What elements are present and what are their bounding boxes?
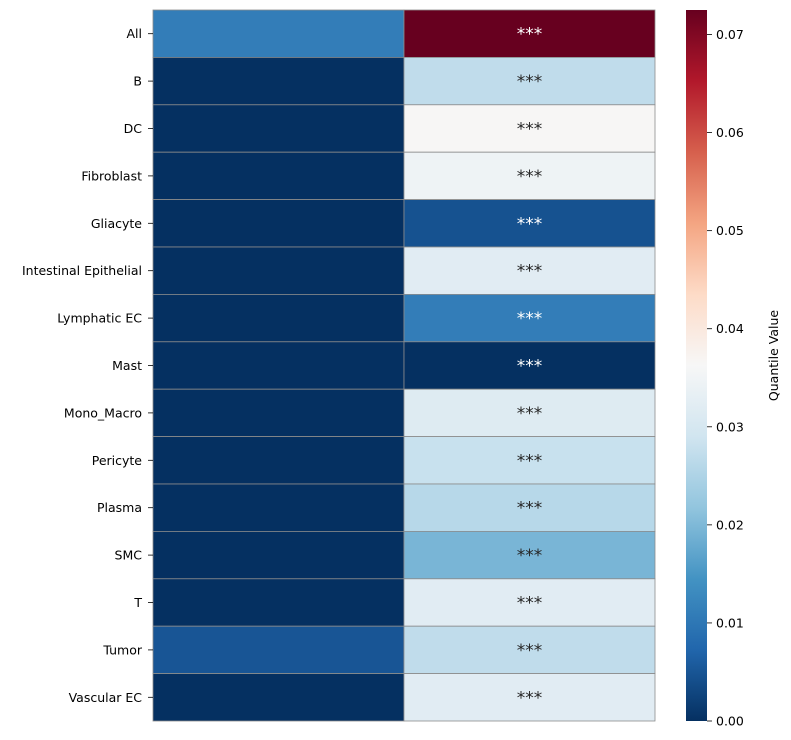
cell-annotations: *** *** *** *** *** *** *** *** *** *** *** *** *** *… <box>517 25 543 709</box>
heatmap-cell <box>152 531 405 580</box>
heatmap-cell <box>152 436 405 485</box>
y-tick-label: SMC <box>115 548 143 563</box>
colorbar-gradient <box>686 10 707 721</box>
colorbar-tick-label: 0.01 <box>716 615 744 630</box>
heatmap-cell <box>152 9 405 58</box>
colorbar-tick-label: 0.07 <box>716 27 744 42</box>
heatmap-cell <box>152 625 405 675</box>
heatmap-cell <box>403 199 656 248</box>
cell-annotation: *** <box>517 167 543 187</box>
heatmap-cell <box>403 104 656 153</box>
cell-annotation: *** <box>517 309 543 329</box>
y-tick-label: Fibroblast <box>81 168 142 183</box>
colorbar-tick-label: 0.04 <box>716 321 744 336</box>
colorbar-label: Quantile Value <box>766 310 781 401</box>
y-tick-label: DC <box>124 121 143 136</box>
cell-annotation: *** <box>517 641 543 661</box>
heatmap-cells <box>152 9 656 722</box>
colorbar-tick-label: 0.05 <box>716 223 744 238</box>
cell-annotation: *** <box>517 594 543 614</box>
heatmap-cell <box>403 9 656 58</box>
heatmap-cell <box>403 578 656 627</box>
cell-annotation: *** <box>517 262 543 282</box>
y-tick-label: Pericyte <box>92 453 143 468</box>
colorbar-ticks: 0.00 0.01 0.02 0.03 0.04 0.05 0.06 0.07 <box>707 27 744 729</box>
heatmap-cell <box>152 673 405 722</box>
heatmap-cell <box>152 341 405 390</box>
heatmap-cell <box>152 246 405 295</box>
y-tick-label: All <box>127 26 143 41</box>
heatmap-cell <box>403 531 656 580</box>
colorbar-tick-label: 0.00 <box>716 714 744 729</box>
y-axis: All B DC Fibroblast Gliacyte Intestinal Epith… <box>22 26 153 705</box>
cell-annotation: *** <box>517 404 543 424</box>
heatmap-cell <box>152 199 405 248</box>
cell-annotation: *** <box>517 214 543 234</box>
heatmap-cell <box>152 388 405 438</box>
cell-annotation: *** <box>517 451 543 471</box>
heatmap-cell <box>152 578 405 627</box>
cell-annotation: *** <box>517 357 543 377</box>
y-tick-label: Tumor <box>102 642 142 657</box>
heatmap-cell <box>152 293 405 343</box>
heatmap-cell <box>403 625 656 675</box>
y-tick-label: Intestinal Epithelial <box>22 263 142 278</box>
heatmap-cell <box>403 246 656 295</box>
heatmap-cell <box>403 483 656 532</box>
y-tick-label: T <box>133 595 142 610</box>
colorbar-tick-label: 0.06 <box>716 125 744 140</box>
cell-annotation: *** <box>517 72 543 92</box>
heatmap-cell <box>403 57 656 106</box>
heatmap-cell <box>403 673 656 722</box>
colorbar-tick-label: 0.02 <box>716 517 744 532</box>
cell-annotation: *** <box>517 25 543 45</box>
y-tick-label: Mono_Macro <box>64 405 142 420</box>
colorbar-tick-label: 0.03 <box>716 419 744 434</box>
colorbar: 0.00 0.01 0.02 0.03 0.04 0.05 0.06 0.07 Quantil… <box>686 10 781 729</box>
cell-annotation: *** <box>517 499 543 519</box>
cell-annotation: *** <box>517 120 543 140</box>
y-tick-label: Vascular EC <box>69 690 143 705</box>
y-tick-label: Mast <box>112 358 142 373</box>
cell-annotation: *** <box>517 546 543 566</box>
heatmap-cell <box>152 151 405 200</box>
y-tick-label: Plasma <box>97 500 142 515</box>
cell-annotation: *** <box>517 688 543 708</box>
heatmap-cell <box>403 341 656 390</box>
heatmap-cell <box>152 483 405 532</box>
heatmap-cell <box>403 436 656 485</box>
heatmap-cell <box>152 57 405 106</box>
heatmap-cell <box>403 151 656 200</box>
y-tick-label: Lymphatic EC <box>57 311 142 326</box>
heatmap-cell <box>152 104 405 153</box>
y-tick-label: B <box>133 74 142 89</box>
y-tick-label: Gliacyte <box>91 216 142 231</box>
